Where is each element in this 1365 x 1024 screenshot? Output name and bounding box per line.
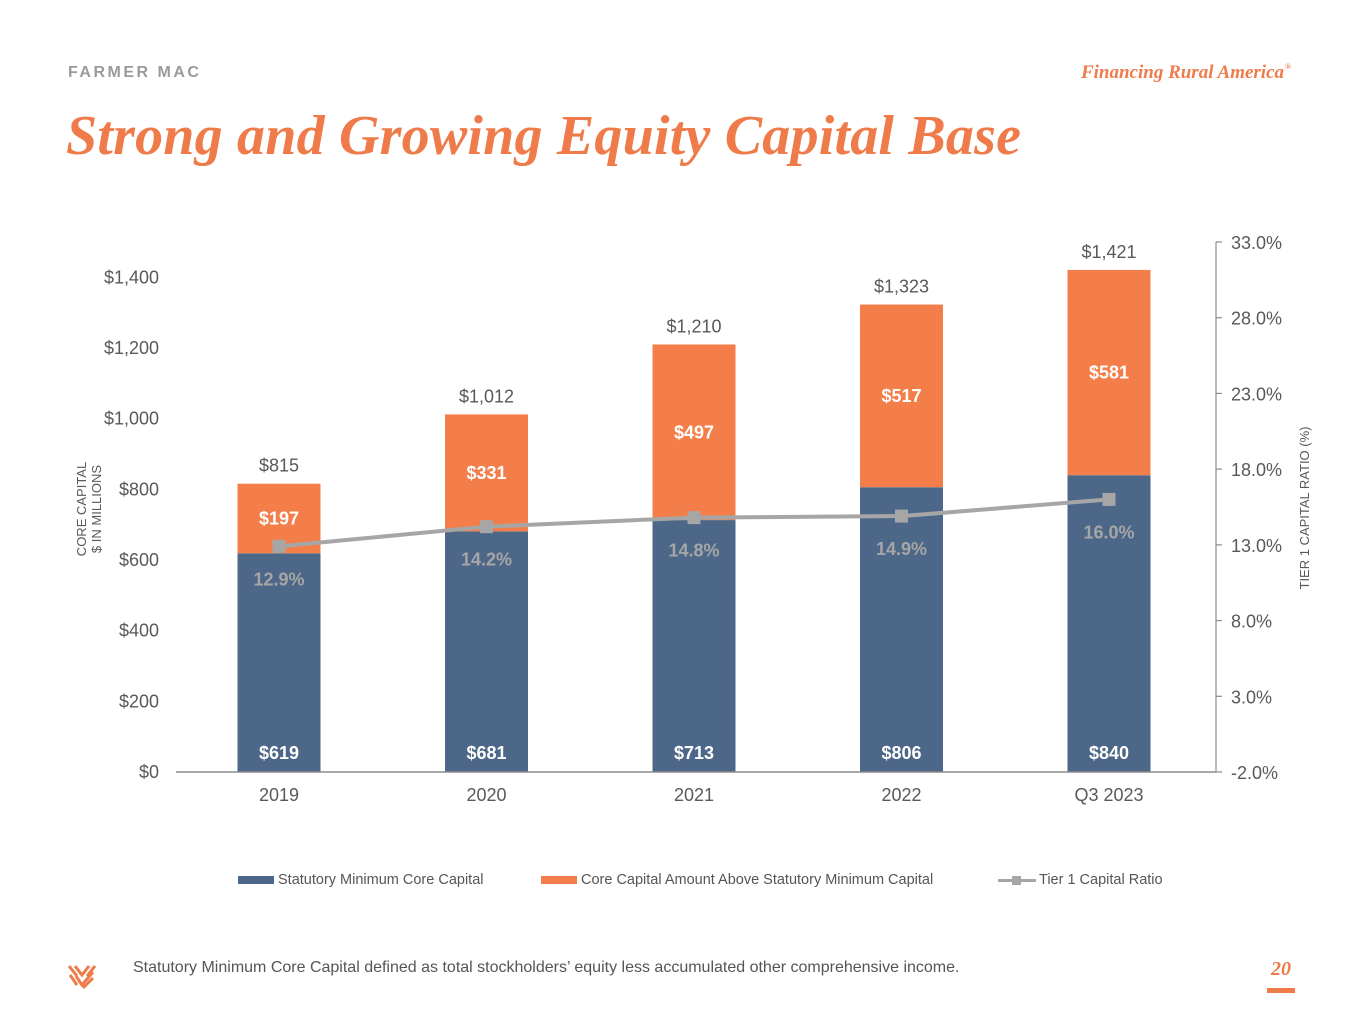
legend-label-statutory: Statutory Minimum Core Capital bbox=[278, 872, 484, 888]
bar-label-statutory: $619 bbox=[259, 743, 299, 763]
legend-ratio: Tier 1 Capital Ratio bbox=[998, 872, 1163, 888]
bar-statutory-3 bbox=[860, 487, 943, 772]
legend-swatch-statutory bbox=[238, 876, 274, 884]
ratio-label: 14.2% bbox=[461, 550, 512, 570]
legend-swatch-ratio bbox=[998, 873, 1036, 887]
y-tick-label: $1,200 bbox=[104, 338, 159, 358]
ratio-marker bbox=[687, 511, 701, 525]
y-tick-label: $1,000 bbox=[104, 409, 159, 429]
bar-label-above: $497 bbox=[674, 422, 714, 442]
y2-tick-label: 18.0% bbox=[1231, 460, 1282, 480]
legend-label-ratio: Tier 1 Capital Ratio bbox=[1039, 872, 1163, 888]
y-tick-label: $400 bbox=[119, 621, 159, 641]
bar-above-1 bbox=[445, 414, 528, 532]
bar-total-label: $1,012 bbox=[459, 386, 514, 406]
y2-tick-label: -2.0% bbox=[1231, 763, 1278, 783]
bar-statutory-0 bbox=[237, 553, 321, 772]
capital-chart: $0 $200 $400 $600 $800 $1,000 $1,200 $1,400 CORE… bbox=[74, 233, 1312, 805]
bar-label-statutory: $713 bbox=[674, 743, 714, 763]
y-tick-label: $600 bbox=[119, 550, 159, 570]
y-tick-label: $200 bbox=[119, 691, 159, 711]
ratio-marker bbox=[272, 539, 286, 553]
ratio-marker bbox=[895, 509, 908, 523]
y-tick-label: $800 bbox=[119, 479, 159, 499]
farmer-mac-logo-icon bbox=[67, 965, 97, 990]
ratio-marker bbox=[1102, 492, 1116, 506]
bar-above-3 bbox=[860, 304, 943, 488]
page-number-underline bbox=[1267, 988, 1295, 993]
x-tick-label: 2019 bbox=[259, 785, 299, 805]
y-tick-label: $0 bbox=[139, 762, 159, 782]
registered-mark: ® bbox=[1285, 62, 1291, 71]
x-tick-label: 2021 bbox=[674, 785, 714, 805]
bar-statutory-4 bbox=[1067, 475, 1151, 772]
bar-statutory-1 bbox=[445, 531, 528, 772]
x-tick-label: 2020 bbox=[466, 785, 506, 805]
legend-statutory: Statutory Minimum Core Capital bbox=[238, 872, 484, 888]
y-axis-title-line2: $ IN MILLIONS bbox=[89, 465, 104, 553]
page-number: 20 bbox=[1271, 958, 1291, 980]
y2-tick-label: 8.0% bbox=[1231, 612, 1272, 632]
y2-tick-label: 33.0% bbox=[1231, 233, 1282, 253]
ratio-label: 14.8% bbox=[668, 541, 719, 561]
tagline: Financing Rural America® bbox=[1080, 62, 1291, 83]
bar-total-label: $1,323 bbox=[874, 277, 929, 297]
legend-above: Core Capital Amount Above Statutory Mini… bbox=[541, 872, 933, 888]
page-title: Strong and Growing Equity Capital Base bbox=[66, 105, 1022, 167]
y2-tick-label: 28.0% bbox=[1231, 309, 1282, 329]
x-tick-label: 2022 bbox=[881, 785, 921, 805]
y2-tick-label: 23.0% bbox=[1231, 384, 1282, 404]
bar-above-4 bbox=[1067, 269, 1151, 476]
ratio-label: 12.9% bbox=[253, 569, 304, 589]
bar-label-above: $331 bbox=[466, 463, 506, 483]
y2-tick-label: 13.0% bbox=[1231, 536, 1282, 556]
bar-label-statutory: $840 bbox=[1089, 743, 1129, 763]
y-tick-label: $1,400 bbox=[104, 267, 159, 287]
x-tick-label: Q3 2023 bbox=[1074, 785, 1143, 805]
brand-name: FARMER MAC bbox=[68, 64, 202, 81]
legend-label-above: Core Capital Amount Above Statutory Mini… bbox=[581, 872, 934, 888]
ratio-label: 14.9% bbox=[876, 539, 927, 559]
legend-swatch-above bbox=[541, 876, 577, 884]
y2-tick-label: 3.0% bbox=[1231, 687, 1272, 707]
bar-label-above: $517 bbox=[881, 386, 921, 406]
bar-label-statutory: $806 bbox=[881, 743, 921, 763]
bar-label-above: $197 bbox=[259, 508, 299, 528]
ratio-marker bbox=[480, 520, 493, 534]
y2-axis-title: TIER 1 CAPITAL RATIO (%) bbox=[1297, 426, 1312, 589]
bar-total-label: $1,210 bbox=[666, 316, 721, 336]
chart-legend: Statutory Minimum Core Capital Core Capi… bbox=[0, 872, 1365, 892]
footnote: Statutory Minimum Core Capital defined a… bbox=[133, 959, 960, 976]
bar-total-label: $815 bbox=[259, 456, 299, 476]
bar-above-2 bbox=[652, 344, 736, 521]
bar-statutory-2 bbox=[652, 520, 736, 772]
bar-label-above: $581 bbox=[1089, 363, 1129, 383]
y-axis-title-line1: CORE CAPITAL bbox=[74, 462, 89, 556]
ratio-label: 16.0% bbox=[1083, 522, 1134, 542]
bar-label-statutory: $681 bbox=[466, 743, 506, 763]
bar-total-label: $1,421 bbox=[1081, 242, 1136, 262]
